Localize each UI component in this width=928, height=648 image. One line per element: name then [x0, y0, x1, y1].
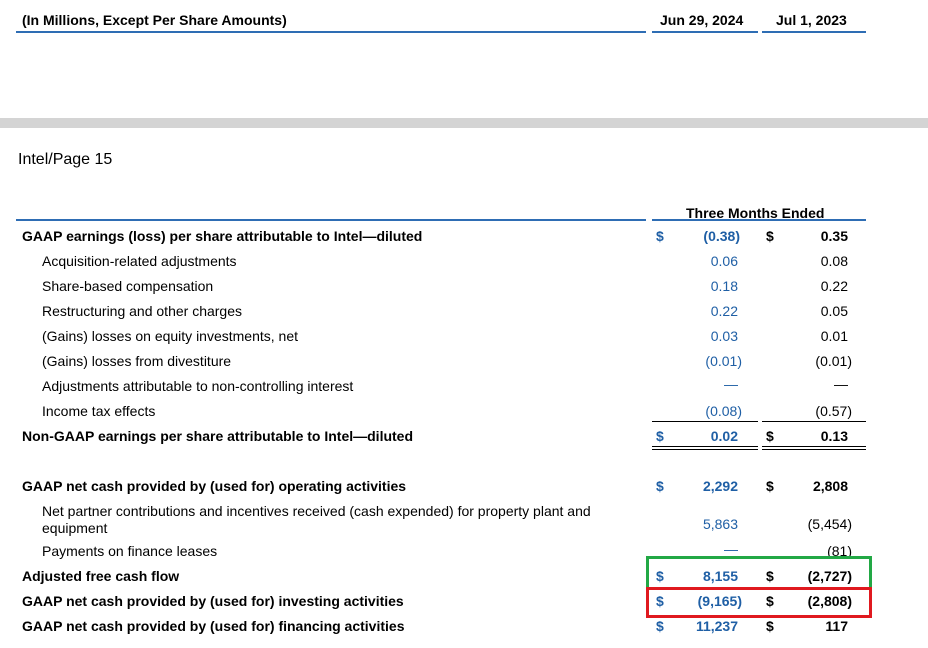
row-label-operating-cash: GAAP net cash provided by (used for) ope…	[22, 478, 407, 494]
value-gaap-eps-2023: 0.35	[820, 228, 848, 244]
value-divestiture-2024: (0.01)	[705, 353, 742, 369]
column-heading-jul-2023: Jul 1, 2023	[776, 12, 847, 28]
row-label-acquisition: Acquisition-related adjustments	[42, 253, 237, 269]
value-non-gaap-eps-2024: 0.02	[710, 428, 738, 444]
currency-symbol: $	[656, 428, 664, 444]
units-heading: (In Millions, Except Per Share Amounts)	[22, 12, 287, 28]
currency-symbol: $	[766, 568, 774, 584]
currency-symbol: $	[656, 618, 664, 634]
value-non-controlling-2024: —	[724, 376, 738, 392]
row-label-investing-cash: GAAP net cash provided by (used for) inv…	[22, 593, 404, 609]
value-share-based-2023: 0.22	[820, 278, 848, 294]
currency-symbol: $	[766, 228, 774, 244]
row-label-partner-contributions-cont: equipment	[42, 520, 108, 536]
highlight-box-adjusted-fcf	[646, 556, 872, 590]
value-operating-cash-2024: 2,292	[702, 478, 738, 494]
value-adjusted-fcf-2024: 8,155	[702, 568, 738, 584]
value-finance-leases-2024: —	[724, 541, 738, 557]
row-label-partner-contributions: Net partner contributions and incentives…	[42, 503, 591, 519]
page-label: Intel/Page 15	[18, 151, 113, 168]
total-rule-col2-a	[762, 446, 866, 447]
table-rule-left	[16, 219, 646, 221]
total-rule-col1-a	[652, 446, 758, 447]
value-partner-contributions-2023: (5,454)	[807, 516, 852, 532]
subtotal-rule-col2	[762, 421, 866, 422]
value-equity-investments-2024: 0.03	[710, 328, 738, 344]
value-non-gaap-eps-2023: 0.13	[820, 428, 848, 444]
value-acquisition-2024: 0.06	[710, 253, 738, 269]
highlight-box-investing-cash	[646, 587, 872, 618]
currency-symbol: $	[656, 478, 664, 494]
header-rule-left	[16, 31, 646, 33]
value-investing-cash-2023: (2,808)	[807, 593, 852, 609]
row-label-income-tax: Income tax effects	[42, 403, 156, 419]
currency-symbol: $	[656, 568, 664, 584]
value-share-based-2024: 0.18	[710, 278, 738, 294]
value-financing-cash-2023: 117	[825, 618, 848, 634]
total-rule-col1-b	[652, 449, 758, 450]
row-label-share-based: Share-based compensation	[42, 278, 214, 294]
row-label-financing-cash: GAAP net cash provided by (used for) fin…	[22, 618, 405, 634]
table-period-heading: Three Months Ended	[686, 205, 825, 221]
value-acquisition-2023: 0.08	[820, 253, 848, 269]
currency-symbol: $	[766, 428, 774, 444]
row-label-restructuring: Restructuring and other charges	[42, 303, 242, 319]
row-label-divestiture: (Gains) losses from divestiture	[42, 353, 232, 369]
value-income-tax-2024: (0.08)	[705, 403, 742, 419]
page-separator	[0, 118, 928, 128]
currency-symbol: $	[656, 228, 664, 244]
total-rule-col2-b	[762, 449, 866, 450]
value-equity-investments-2023: 0.01	[820, 328, 848, 344]
table-rule-right	[652, 219, 866, 221]
currency-symbol: $	[766, 593, 774, 609]
row-label-finance-leases: Payments on finance leases	[42, 543, 218, 559]
header-rule-col2	[762, 31, 866, 33]
currency-symbol: $	[766, 478, 774, 494]
row-label-adjusted-fcf: Adjusted free cash flow	[22, 568, 180, 584]
subtotal-rule-col1	[652, 421, 758, 422]
row-label-non-controlling: Adjustments attributable to non-controll…	[42, 378, 354, 394]
value-restructuring-2023: 0.05	[820, 303, 848, 319]
value-partner-contributions-2024: 5,863	[702, 516, 738, 532]
row-label-equity-investments: (Gains) losses on equity investments, ne…	[42, 328, 299, 344]
value-adjusted-fcf-2023: (2,727)	[807, 568, 852, 584]
value-financing-cash-2024: 11,237	[695, 618, 738, 634]
header-rule-col1	[652, 31, 758, 33]
value-divestiture-2023: (0.01)	[815, 353, 852, 369]
currency-symbol: $	[656, 593, 664, 609]
currency-symbol: $	[766, 618, 774, 634]
value-gaap-eps-2024: (0.38)	[703, 228, 740, 244]
row-label-gaap-eps: GAAP earnings (loss) per share attributa…	[22, 228, 423, 244]
value-non-controlling-2023: —	[834, 376, 848, 392]
value-finance-leases-2023: (81)	[827, 543, 852, 559]
column-heading-jun-2024: Jun 29, 2024	[660, 12, 744, 28]
value-income-tax-2023: (0.57)	[815, 403, 852, 419]
value-restructuring-2024: 0.22	[710, 303, 738, 319]
row-label-non-gaap-eps: Non-GAAP earnings per share attributable…	[22, 428, 414, 444]
value-investing-cash-2024: (9,165)	[697, 593, 742, 609]
value-operating-cash-2023: 2,808	[812, 478, 848, 494]
